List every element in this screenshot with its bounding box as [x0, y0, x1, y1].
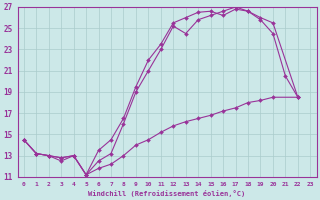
X-axis label: Windchill (Refroidissement éolien,°C): Windchill (Refroidissement éolien,°C) [88, 190, 246, 197]
